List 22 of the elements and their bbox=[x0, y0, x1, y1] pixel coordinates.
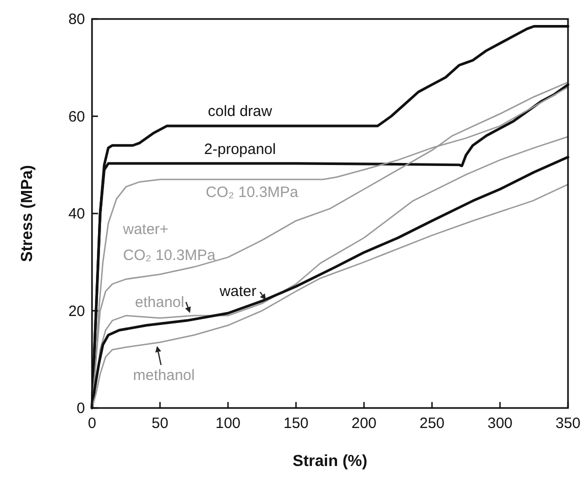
y-tick-label: 80 bbox=[68, 11, 85, 28]
series-label: 2-propanol bbox=[204, 141, 276, 158]
y-tick-label: 20 bbox=[68, 302, 85, 320]
y-tick-label: 60 bbox=[68, 108, 85, 126]
x-tick-label: 0 bbox=[88, 415, 96, 432]
x-axis-title: Strain (%) bbox=[292, 453, 368, 470]
series-label: CO₂ 10.3MPa bbox=[206, 184, 299, 201]
x-tick-label: 200 bbox=[351, 415, 377, 432]
x-tick-label: 100 bbox=[215, 415, 241, 432]
x-tick-label: 250 bbox=[419, 415, 445, 432]
y-tick-label: 0 bbox=[76, 400, 85, 417]
x-tick-label: 150 bbox=[283, 415, 309, 432]
series-label: cold draw bbox=[208, 103, 272, 120]
series-label: methanol bbox=[133, 367, 195, 384]
x-tick-label: 350 bbox=[555, 415, 581, 432]
x-tick-label: 300 bbox=[487, 415, 513, 432]
y-tick-label: 40 bbox=[68, 206, 85, 222]
series-label: water bbox=[218, 283, 256, 300]
x-tick-label: 50 bbox=[152, 415, 168, 432]
series-label: water+ CO₂ 10.3MPa bbox=[122, 221, 216, 264]
y-axis-title: Stress (MPa) bbox=[19, 165, 36, 262]
series-label: ethanol bbox=[135, 294, 184, 311]
